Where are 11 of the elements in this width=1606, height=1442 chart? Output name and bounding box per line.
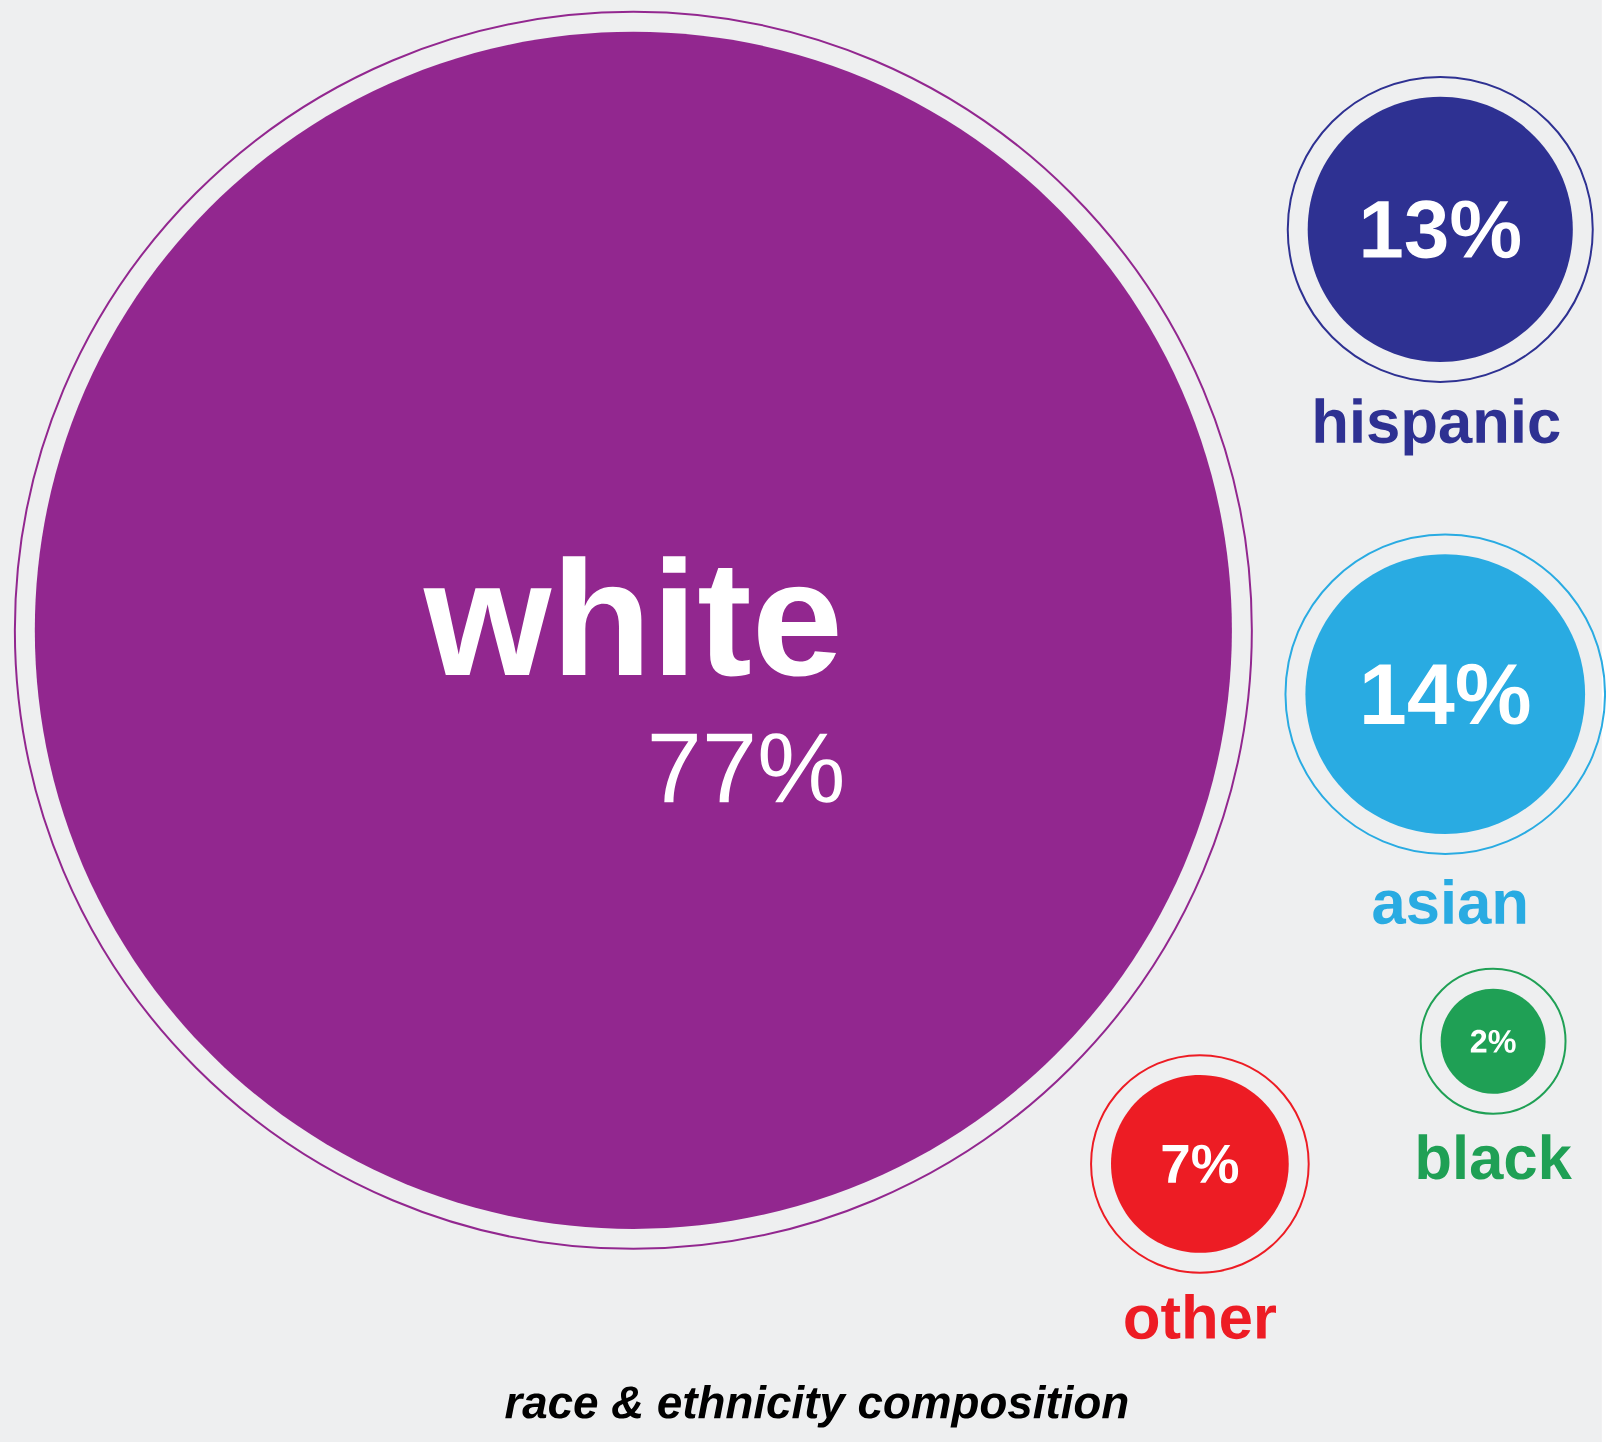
data-label: 7% bbox=[1162, 1144, 1239, 1184]
category-label: black bbox=[1418, 1134, 1572, 1180]
category-label: hispanic bbox=[1315, 398, 1560, 456]
data-label: 14% bbox=[1364, 663, 1530, 725]
category-label: white bbox=[423, 556, 838, 677]
category-label: asian bbox=[1373, 878, 1526, 925]
category-label: other bbox=[1125, 1293, 1276, 1340]
data-label: 2% bbox=[1470, 1029, 1516, 1053]
data-label: 13% bbox=[1363, 200, 1521, 259]
text: race & ethnicity composition bbox=[505, 1384, 1128, 1428]
data-label: 77% bbox=[651, 733, 842, 803]
